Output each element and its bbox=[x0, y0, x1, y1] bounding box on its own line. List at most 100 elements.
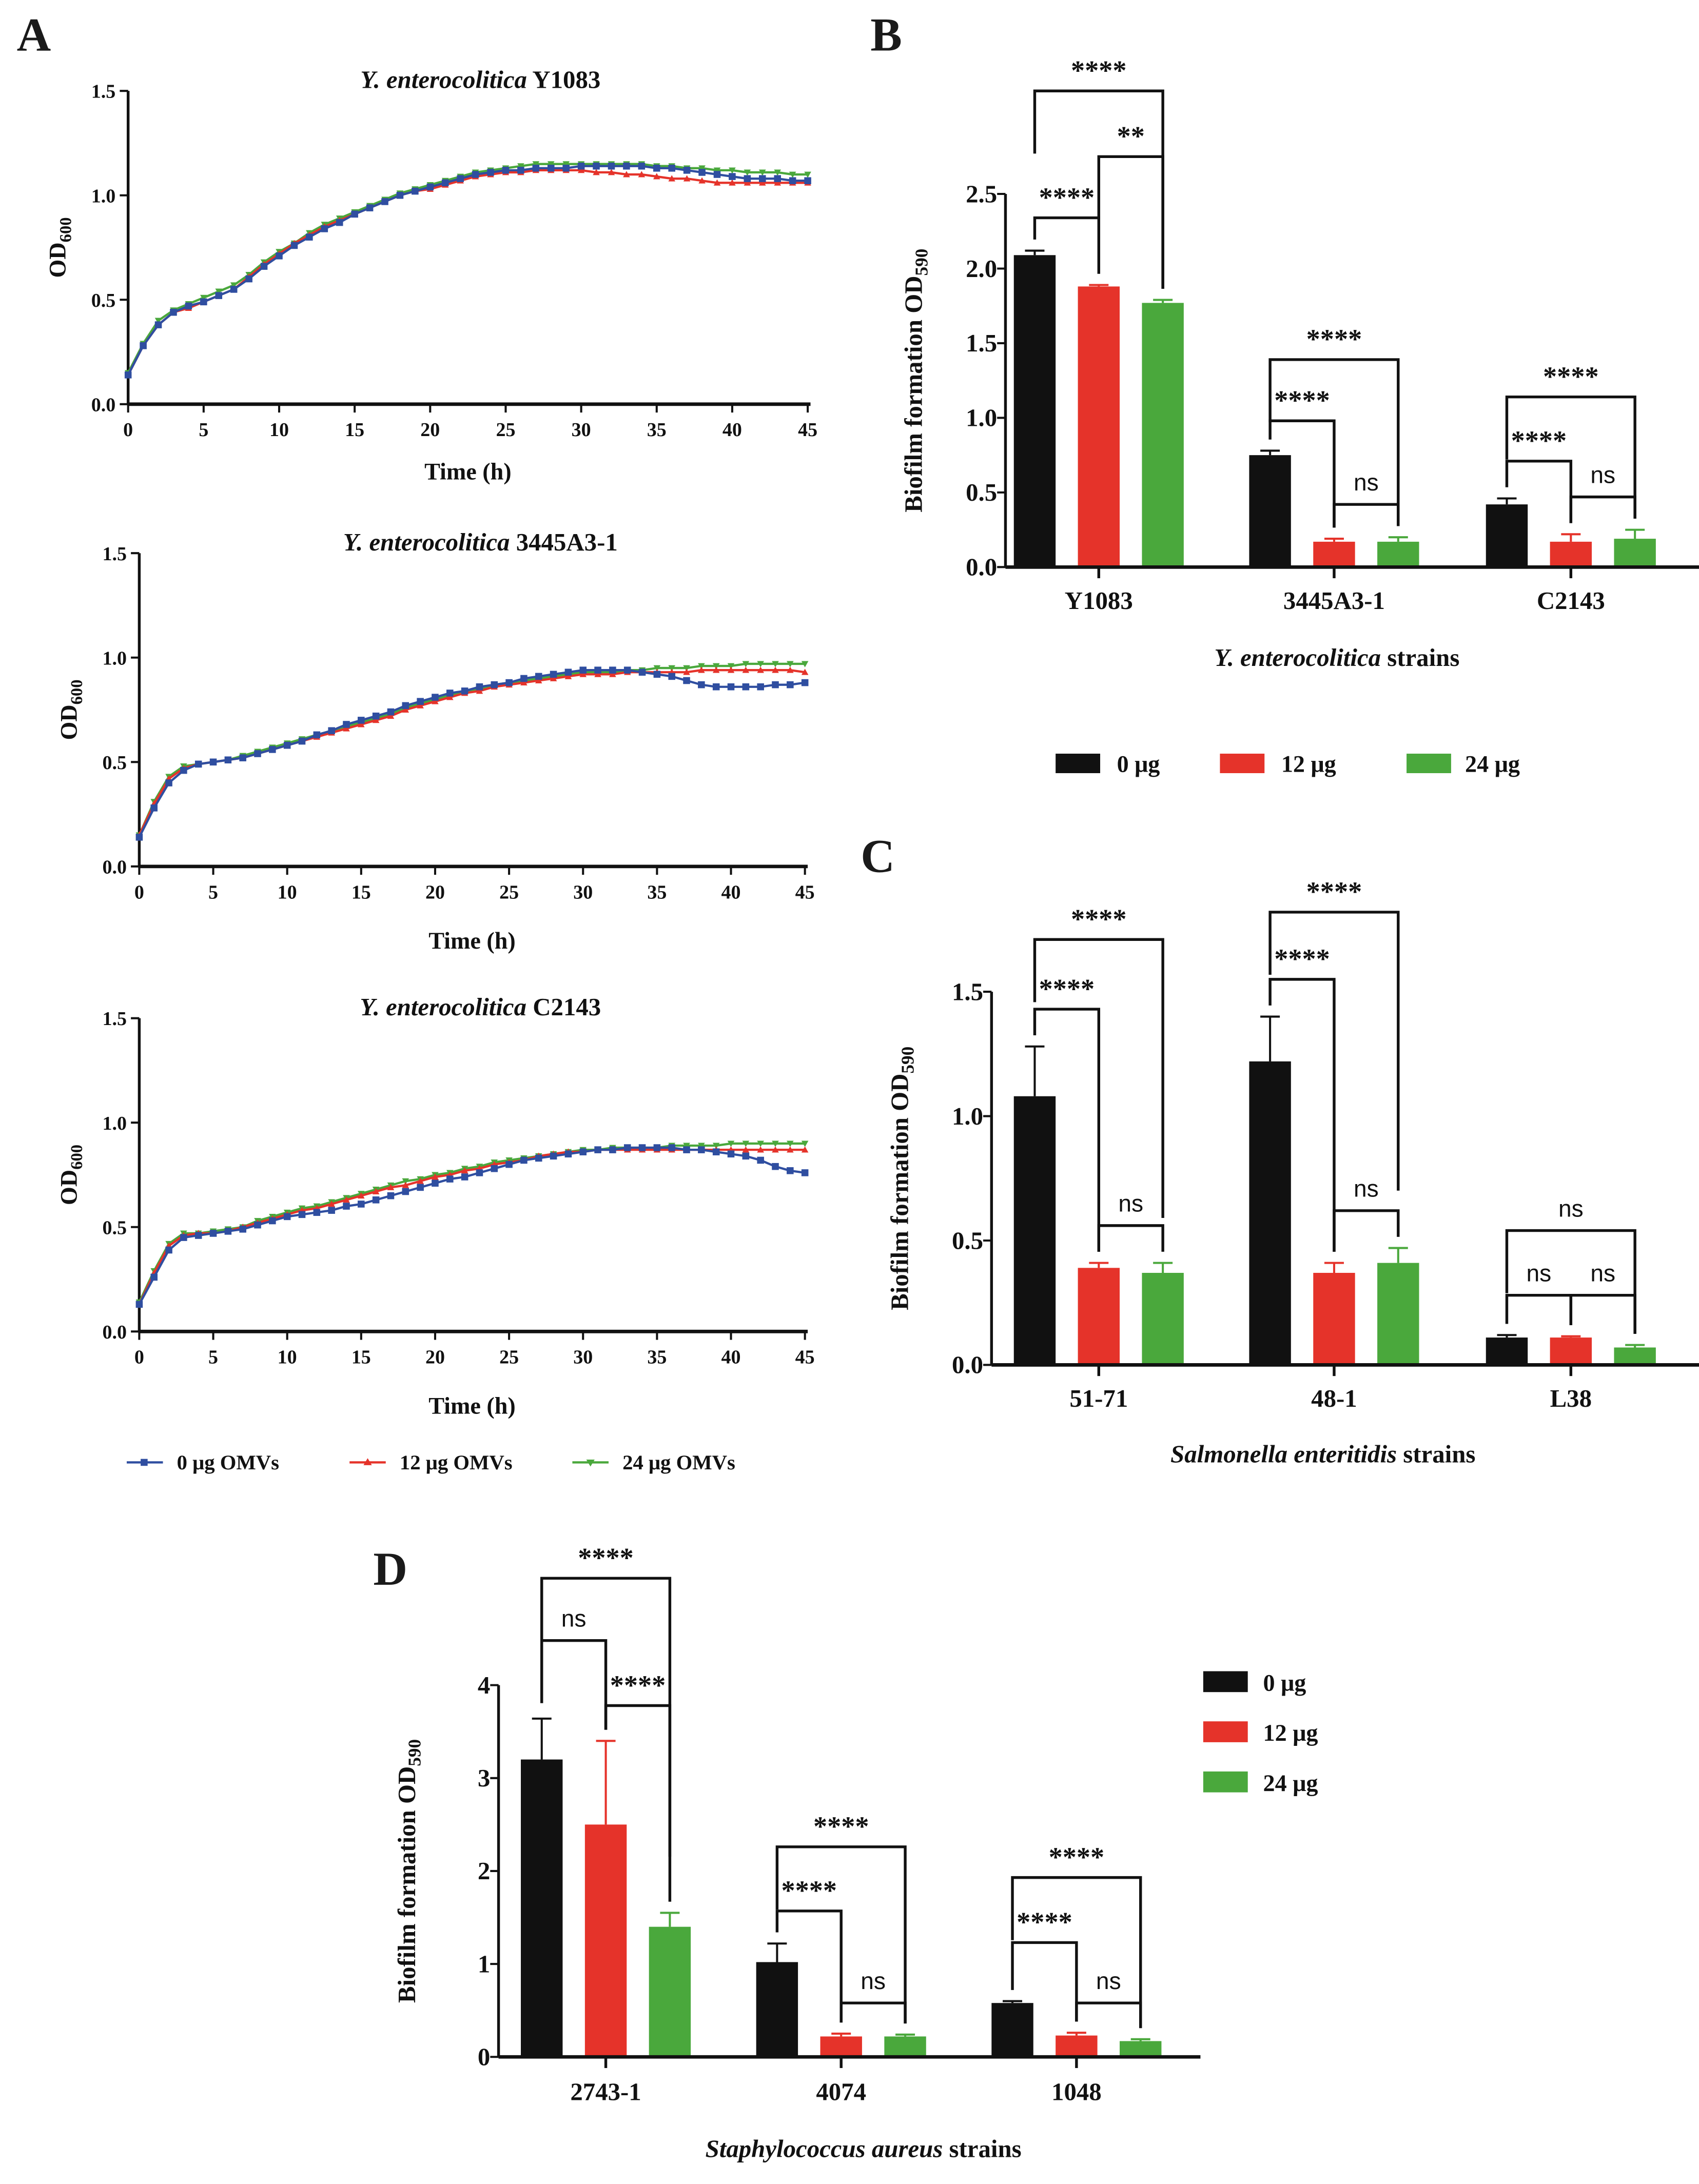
data-point-square bbox=[140, 342, 147, 349]
data-point-square bbox=[683, 677, 690, 684]
data-point-triangle-down bbox=[683, 1143, 690, 1149]
significance-bracket bbox=[1268, 911, 1400, 1191]
data-point-square bbox=[729, 173, 736, 180]
category-label: Y1083 bbox=[1065, 586, 1133, 615]
data-point-triangle-down bbox=[230, 282, 238, 289]
data-point-triangle bbox=[432, 698, 439, 704]
significance-bracket bbox=[604, 1704, 672, 1902]
y-axis-label: OD600 bbox=[55, 1145, 86, 1205]
data-point-square bbox=[757, 683, 764, 691]
data-point-triangle bbox=[744, 179, 751, 186]
data-point-square bbox=[154, 321, 162, 328]
data-point-triangle bbox=[446, 694, 454, 700]
data-point-square bbox=[668, 673, 675, 680]
data-point-square bbox=[698, 169, 706, 176]
data-point-square bbox=[432, 694, 439, 701]
panel-label-d: D bbox=[373, 1543, 407, 1595]
data-point-square bbox=[698, 1146, 705, 1153]
significance-label-stars: **** bbox=[1274, 385, 1330, 416]
data-point-triangle-down bbox=[774, 169, 782, 176]
data-point-triangle bbox=[609, 671, 616, 677]
chart-a2: Y. enterocolitica 3445A3-1 0.0 0.5 1.0 1.5 0 5… bbox=[55, 528, 814, 954]
data-point-triangle-down bbox=[801, 1140, 809, 1147]
bar bbox=[1313, 541, 1355, 567]
data-point-square bbox=[638, 162, 646, 170]
data-point-square bbox=[608, 162, 615, 170]
chart-title-species: Y. enterocolitica bbox=[360, 66, 527, 94]
bar bbox=[1550, 1337, 1592, 1365]
data-point-triangle bbox=[801, 668, 809, 675]
data-point-square bbox=[165, 1246, 172, 1254]
legend-label-d: 0 μg bbox=[1263, 1669, 1306, 1696]
data-point-triangle-down bbox=[744, 169, 751, 176]
significance-bracket bbox=[1569, 1293, 1636, 1334]
y-axis-label-subscript: 590 bbox=[897, 1047, 917, 1074]
data-point-square bbox=[124, 371, 132, 379]
data-point-square bbox=[412, 187, 419, 195]
data-point-square bbox=[727, 1150, 735, 1158]
significance-label-ns: ns bbox=[1354, 469, 1379, 496]
data-point-square bbox=[209, 1230, 217, 1237]
x-tick-label: 30 bbox=[573, 881, 593, 903]
data-point-square bbox=[170, 308, 177, 316]
y-axis-label: Biofilm formation OD590 bbox=[393, 1739, 425, 2003]
chart-title-species: Y. enterocolitica bbox=[343, 528, 510, 556]
legend-swatch-d bbox=[1203, 1671, 1248, 1693]
x-axis-label: Salmonella enteritidis strains bbox=[1170, 1440, 1475, 1468]
significance-bracket bbox=[540, 1639, 608, 1730]
significance-label-ns: ns bbox=[561, 1605, 587, 1632]
bar bbox=[1078, 1268, 1120, 1365]
data-point-triangle-down bbox=[727, 1140, 735, 1147]
significance-bracket bbox=[1333, 1209, 1400, 1252]
significance-label-stars: **** bbox=[1511, 425, 1567, 456]
significance-bracket bbox=[1033, 938, 1164, 1218]
significance-bracket bbox=[1268, 358, 1400, 526]
significance-bracket bbox=[1033, 1008, 1101, 1252]
data-point-triangle-down bbox=[200, 294, 207, 301]
legend-swatch-d bbox=[1203, 1771, 1248, 1793]
x-tick-label: 15 bbox=[351, 1347, 371, 1368]
legend-marker-square bbox=[141, 1459, 148, 1466]
data-point-square bbox=[313, 1209, 321, 1216]
significance-label-ns: ns bbox=[1118, 1190, 1143, 1217]
x-axis-label-species: Salmonella enteritidis bbox=[1170, 1440, 1397, 1468]
y-axis-label-subscript: 600 bbox=[68, 1145, 86, 1170]
x-axis-label-rest: strains bbox=[1381, 643, 1459, 672]
significance-bracket bbox=[775, 1910, 843, 2023]
category-label: 4074 bbox=[816, 2077, 866, 2106]
significance-label-ns: ns bbox=[861, 1967, 886, 1994]
data-point-square bbox=[562, 165, 570, 172]
data-point-triangle-down bbox=[517, 163, 524, 170]
data-point-square bbox=[742, 683, 750, 691]
data-point-square bbox=[759, 175, 766, 182]
bar bbox=[521, 1759, 563, 2057]
x-tick-label: 35 bbox=[647, 881, 667, 903]
legend-swatch-d bbox=[1203, 1721, 1248, 1742]
data-point-square bbox=[358, 1201, 365, 1208]
significance-label-stars: **** bbox=[1543, 361, 1599, 392]
x-tick-label: 5 bbox=[208, 881, 218, 903]
data-point-triangle bbox=[550, 675, 557, 681]
series-line-2 bbox=[127, 163, 808, 373]
data-point-square bbox=[638, 668, 646, 676]
bar bbox=[991, 2003, 1033, 2057]
data-point-square bbox=[520, 675, 528, 682]
bar bbox=[1142, 303, 1184, 567]
chart-c: 0.0 0.5 1.0 1.5 51-71 48-1 L38 Salmonella enter… bbox=[885, 876, 1699, 1468]
significance-label-stars: **** bbox=[1071, 55, 1127, 86]
data-point-square bbox=[579, 1148, 587, 1155]
data-point-triangle-down bbox=[789, 171, 796, 178]
data-point-square bbox=[215, 292, 223, 299]
significance-label-ns: ns bbox=[1590, 1260, 1615, 1287]
data-point-triangle-down bbox=[712, 663, 720, 670]
chart-title-species: Y. enterocolitica bbox=[360, 993, 526, 1021]
data-point-square bbox=[381, 198, 388, 205]
data-point-triangle-down bbox=[787, 1140, 794, 1147]
data-point-triangle-down bbox=[154, 318, 162, 324]
data-point-square bbox=[476, 1169, 483, 1176]
data-point-triangle-down bbox=[804, 171, 811, 178]
data-point-square bbox=[505, 1160, 513, 1168]
bar bbox=[1486, 504, 1528, 567]
data-point-triangle bbox=[593, 169, 600, 175]
data-point-square bbox=[426, 183, 434, 191]
